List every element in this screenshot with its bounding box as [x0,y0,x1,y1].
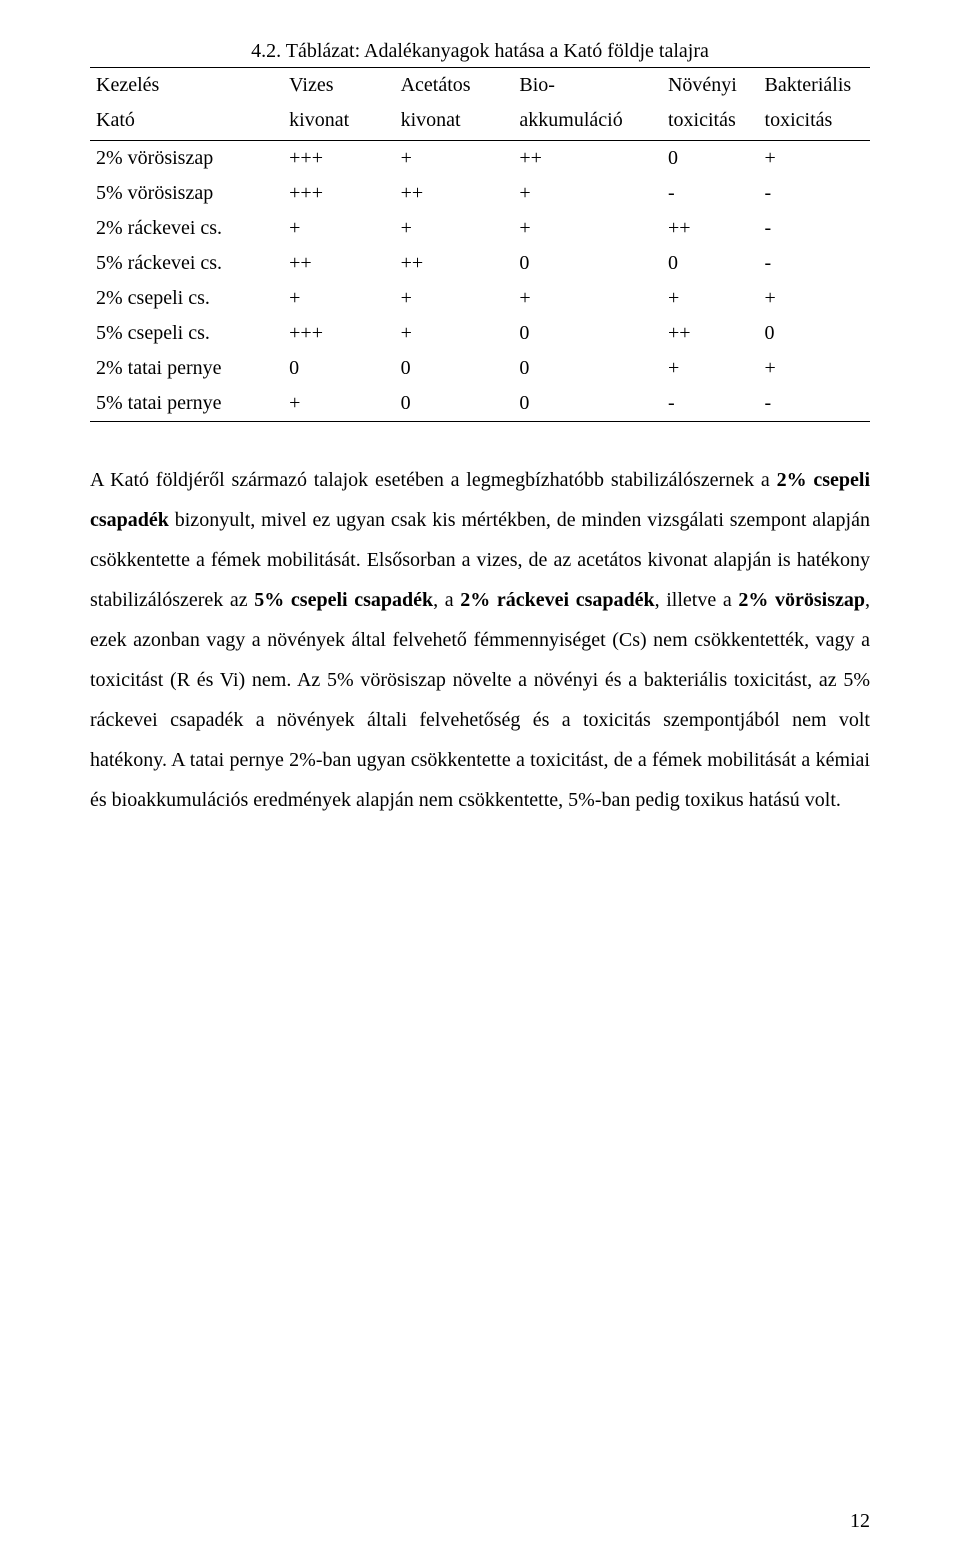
table-cell: 2% csepeli cs. [90,281,283,316]
data-table: Kezelés Vizes Acetátos Bio- Növényi Bakt… [90,67,870,422]
table-cell: + [283,386,394,422]
table-cell: 0 [513,386,662,422]
table-cell: ++ [662,316,759,351]
table-cell: 0 [513,351,662,386]
col-header: Bakteriális [759,68,870,104]
table-cell: 2% tatai pernye [90,351,283,386]
table-row: 5% ráckevei cs.++++00- [90,246,870,281]
table-cell: - [759,386,870,422]
table-cell: ++ [513,141,662,177]
bold-text: 2% vörösiszap [738,589,865,611]
table-cell: + [513,281,662,316]
table-cell: + [395,281,514,316]
table-cell: ++ [283,246,394,281]
col-header: kivonat [395,103,514,141]
table-cell: 2% vörösiszap [90,141,283,177]
table-cell: - [759,211,870,246]
table-cell: + [395,316,514,351]
table-cell: 5% csepeli cs. [90,316,283,351]
table-cell: 5% vörösiszap [90,176,283,211]
table-cell: 0 [395,351,514,386]
table-cell: + [513,176,662,211]
table-cell: 2% ráckevei cs. [90,211,283,246]
table-cell: 0 [662,246,759,281]
col-header: Növényi [662,68,759,104]
col-header: Kezelés [90,68,283,104]
table-cell: ++ [395,246,514,281]
table-cell: + [662,351,759,386]
bold-text: 5% csepeli csapadék [254,589,433,611]
table-row: 2% tatai pernye000++ [90,351,870,386]
table-cell: + [662,281,759,316]
table-cell: + [283,211,394,246]
table-cell: - [662,176,759,211]
table-body: 2% vörösiszap++++++0+5% vörösiszap++++++… [90,141,870,422]
text: , illetve a [655,589,739,611]
table-header-row-2: Kató kivonat kivonat akkumuláció toxicit… [90,103,870,141]
text: , ezek azonban vagy a növények által fel… [90,589,870,811]
text: , a [433,589,460,611]
table-cell: + [759,281,870,316]
page: 4.2. Táblázat: Adalékanyagok hatása a Ka… [0,0,960,1563]
col-header: Bio- [513,68,662,104]
table-cell: 0 [283,351,394,386]
col-header: Vizes [283,68,394,104]
bold-text: 2% ráckevei csapadék [460,589,654,611]
col-header: Kató [90,103,283,141]
table-cell: + [759,351,870,386]
table-header-row-1: Kezelés Vizes Acetátos Bio- Növényi Bakt… [90,68,870,104]
col-header: akkumuláció [513,103,662,141]
col-header: kivonat [283,103,394,141]
table-row: 5% csepeli cs.++++0++0 [90,316,870,351]
table-row: 2% csepeli cs.+++++ [90,281,870,316]
table-cell: - [759,176,870,211]
table-row: 5% tatai pernye+00-- [90,386,870,422]
col-header: toxicitás [759,103,870,141]
table-cell: +++ [283,176,394,211]
table-cell: ++ [395,176,514,211]
table-cell: 0 [395,386,514,422]
table-cell: - [662,386,759,422]
table-row: 2% vörösiszap++++++0+ [90,141,870,177]
text: A Kató földjéről származó talajok esetéb… [90,469,777,491]
table-row: 5% vörösiszap++++++-- [90,176,870,211]
table-cell: + [395,141,514,177]
table-cell: 0 [759,316,870,351]
col-header: toxicitás [662,103,759,141]
table-cell: 5% tatai pernye [90,386,283,422]
table-cell: ++ [662,211,759,246]
table-cell: 0 [513,246,662,281]
table-cell: - [759,246,870,281]
col-header: Acetátos [395,68,514,104]
table-cell: 0 [662,141,759,177]
table-cell: 0 [513,316,662,351]
table-cell: + [513,211,662,246]
table-cell: + [395,211,514,246]
table-cell: +++ [283,141,394,177]
table-cell: + [283,281,394,316]
table-cell: 5% ráckevei cs. [90,246,283,281]
table-cell: +++ [283,316,394,351]
table-cell: + [759,141,870,177]
table-row: 2% ráckevei cs.+++++- [90,211,870,246]
page-number: 12 [850,1510,870,1533]
table-title: 4.2. Táblázat: Adalékanyagok hatása a Ka… [90,40,870,63]
body-paragraph: A Kató földjéről származó talajok esetéb… [90,460,870,820]
